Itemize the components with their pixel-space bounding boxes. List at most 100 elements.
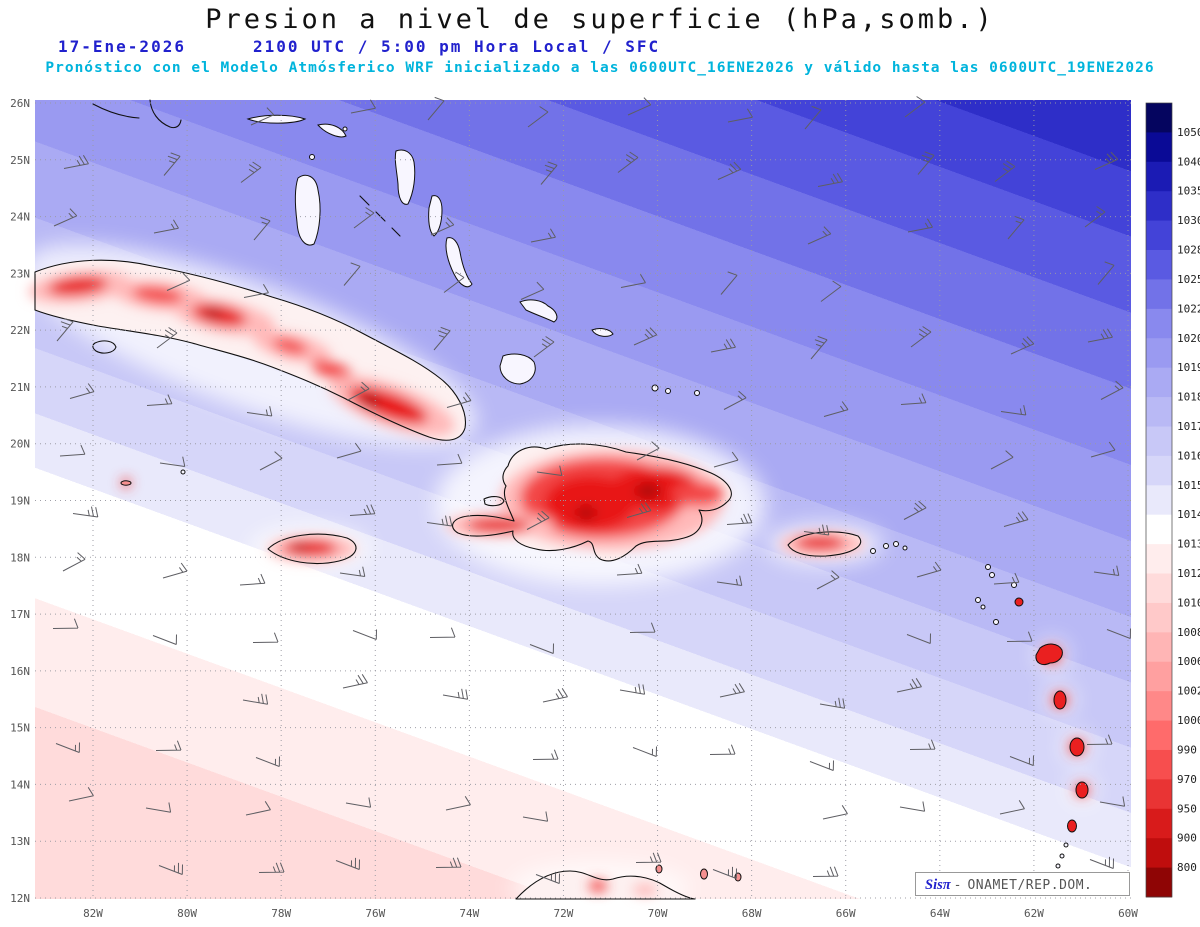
st-lucia-island <box>1075 781 1089 799</box>
colorbar-tick-label: 1008 <box>1177 626 1200 639</box>
wind-barb <box>342 674 368 689</box>
colorbar-cell <box>1146 749 1172 780</box>
wind-barb <box>535 871 560 884</box>
wind-barb <box>427 96 445 121</box>
colorbar-tick-label: 1013 <box>1177 538 1200 551</box>
wind-barb <box>336 442 362 459</box>
wind-barb <box>1009 755 1034 766</box>
wind-barb <box>1090 441 1116 458</box>
lat-tick-label: 18N <box>10 551 30 564</box>
grenadines-island-2 <box>1059 853 1065 859</box>
header: Presion a nivel de superficie (hPa,somb.… <box>0 0 1200 76</box>
wind-barb <box>445 796 471 811</box>
curacao-island <box>700 868 708 880</box>
wind-barb <box>153 219 179 234</box>
lat-tick-label: 23N <box>10 267 30 280</box>
long-island-bahamas <box>445 237 473 288</box>
virgin-islands <box>883 543 889 549</box>
pressure-colorbar: 1050 1040 1035 1030 1028 1025 1022 1020 1019 1018… <box>1145 102 1200 898</box>
colorbar-cell <box>1146 514 1172 545</box>
grand-turk-island <box>694 390 700 396</box>
wind-barb <box>345 797 372 808</box>
florida-tip-coastline <box>92 103 140 119</box>
wind-barb <box>616 563 643 576</box>
wind-barb <box>258 862 285 873</box>
wind-barb <box>803 524 830 536</box>
wind-barb <box>166 272 191 291</box>
wind-barb <box>906 633 931 644</box>
abaco-island <box>317 123 347 138</box>
wind-barb <box>246 406 273 417</box>
lon-tick-label: 78W <box>271 907 291 920</box>
wind-barb <box>619 683 646 695</box>
colorbar-cell <box>1146 808 1172 839</box>
wind-barb <box>1094 151 1119 170</box>
berry-islands <box>342 126 348 132</box>
wind-barb <box>250 107 275 126</box>
colorbar-cell <box>1146 602 1172 633</box>
lon-tick-label: 82W <box>83 907 103 920</box>
colorbar-cell <box>1146 103 1172 133</box>
wind-barb <box>910 326 932 348</box>
wind-barb <box>904 96 926 118</box>
st-kitts-island <box>975 597 981 603</box>
lon-tick-label: 70W <box>648 907 668 920</box>
wind-barb <box>442 688 469 700</box>
lat-tick-label: 24N <box>10 211 30 224</box>
andros-island <box>294 174 321 246</box>
wind-barb <box>820 280 842 302</box>
wind-barb <box>909 739 936 750</box>
wind-barb <box>349 504 376 516</box>
valid-time: 2100 UTC / 5:00 pm Hora Local / SFC <box>253 37 661 56</box>
colorbar-cell <box>1146 279 1172 310</box>
lon-tick-label: 66W <box>836 907 856 920</box>
lat-tick-label: 25N <box>10 154 30 167</box>
eleuthera-island <box>394 149 416 205</box>
wind-barb <box>156 327 178 349</box>
colorbar-cell <box>1146 485 1172 516</box>
wind-barb <box>339 566 366 577</box>
wind-barb <box>239 573 266 586</box>
wind-barb <box>903 500 927 520</box>
wind-barb <box>240 161 262 183</box>
wind-barbs-layer <box>52 96 1131 884</box>
lon-tick-label: 80W <box>177 907 197 920</box>
wind-barb <box>159 456 186 467</box>
colorbar-cell <box>1146 161 1172 192</box>
colorbar-tick-label: 970 <box>1177 773 1197 786</box>
wind-barb <box>253 216 271 241</box>
lat-tick-label: 12N <box>10 892 30 905</box>
wind-barb <box>520 281 545 300</box>
credit-org: ONAMET/REP.DOM. <box>967 878 1093 893</box>
wind-barb <box>627 97 652 116</box>
lon-tick-label: 62W <box>1024 907 1044 920</box>
colorbar-tick-label: 1015 <box>1177 479 1200 492</box>
colorbar-tick-label: 950 <box>1177 802 1197 815</box>
vieques-island <box>870 548 876 554</box>
wind-barb <box>716 575 743 586</box>
colorbar-cell <box>1146 867 1172 898</box>
wind-barb <box>540 161 558 185</box>
wind-barb <box>620 273 646 288</box>
wind-barb <box>542 688 568 703</box>
wind-barb <box>1093 565 1120 576</box>
wind-barb <box>63 154 89 169</box>
wind-barb <box>907 218 933 233</box>
colorbar-tick-label: 800 <box>1177 861 1197 874</box>
lat-tick-label: 17N <box>10 608 30 621</box>
grenadines-island-1 <box>1063 842 1069 848</box>
wind-barb <box>727 108 753 123</box>
wind-barb <box>719 683 745 698</box>
lon-tick-label: 74W <box>459 907 479 920</box>
wind-barb <box>626 502 652 518</box>
colorbar-cell <box>1146 455 1172 486</box>
wind-barb <box>252 632 279 643</box>
martinique-island <box>1069 737 1085 757</box>
wind-barb <box>155 740 182 751</box>
lon-tick-label: 60W <box>1118 907 1138 920</box>
colorbar-tick-label: 1018 <box>1177 391 1200 404</box>
colorbar-cell <box>1146 544 1172 574</box>
wind-barb <box>158 862 183 875</box>
wind-barb <box>59 444 86 457</box>
wind-barb <box>429 627 456 638</box>
